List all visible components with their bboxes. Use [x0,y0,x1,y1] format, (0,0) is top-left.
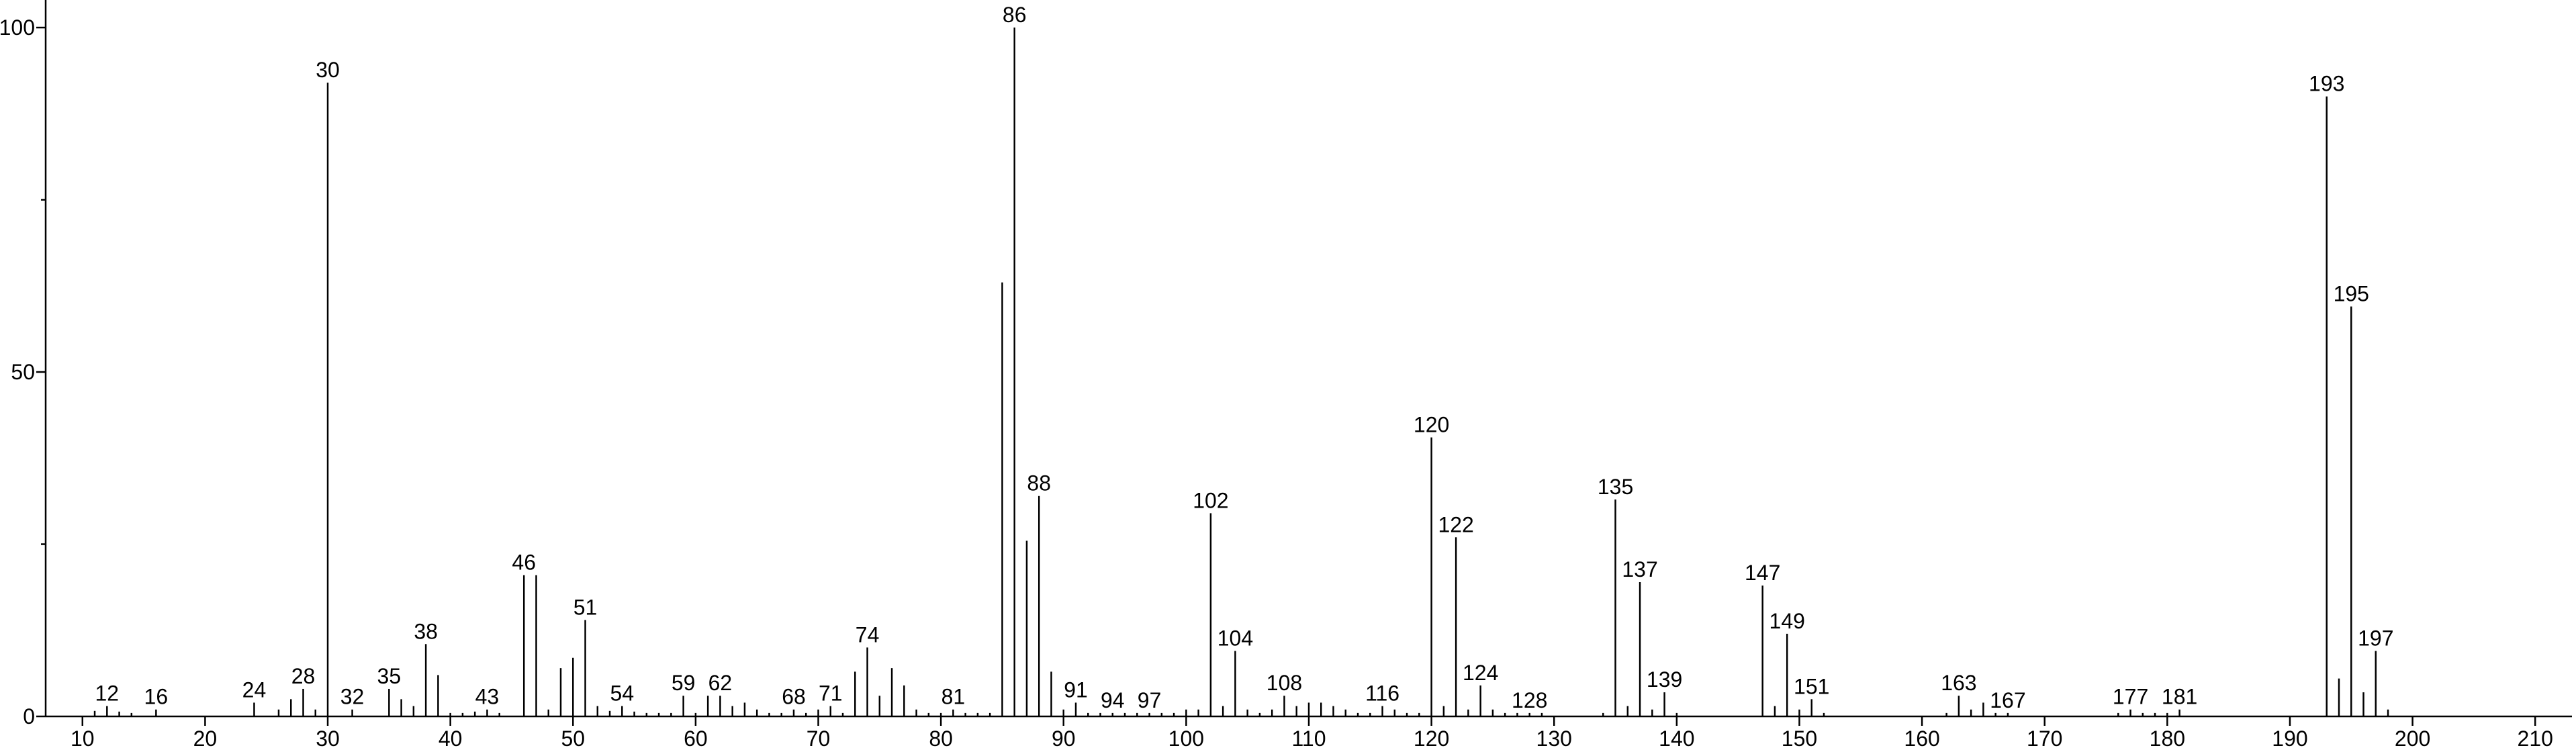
x-tick-label: 60 [684,726,708,751]
x-tick-label: 160 [1904,726,1939,751]
peak-label: 139 [1647,667,1682,692]
x-tick-label: 190 [2272,726,2307,751]
peak-label: 181 [2162,685,2197,709]
peak-label: 120 [1414,412,1449,436]
x-tick-label: 110 [1291,726,1326,751]
x-tick-label: 180 [2150,726,2185,751]
x-tick-label: 120 [1414,726,1449,751]
peak-label: 108 [1267,671,1302,695]
y-tick-label: 50 [11,360,35,384]
x-tick-label: 200 [2395,726,2430,751]
x-tick-label: 50 [561,726,585,751]
peak-label: 94 [1101,688,1125,712]
peak-label: 81 [941,685,966,709]
peak-label: 30 [316,58,340,82]
peak-label: 71 [819,682,843,706]
x-tick-label: 80 [929,726,953,751]
peak-label: 137 [1622,557,1657,581]
peak-label: 88 [1027,471,1051,496]
peak-label: 59 [672,671,696,695]
x-tick-label: 130 [1536,726,1572,751]
peak-label: 91 [1064,677,1088,702]
peak-label: 32 [340,685,365,709]
peak-label: 116 [1365,682,1399,706]
peak-label: 177 [2113,685,2148,709]
peak-label: 51 [573,595,598,619]
peak-label: 38 [414,619,438,643]
peak-label: 86 [1003,3,1027,27]
peak-label: 149 [1769,609,1805,633]
x-tick-label: 40 [439,726,463,751]
x-tick-label: 30 [316,726,340,751]
peak-label: 151 [1794,674,1829,698]
peak-label: 12 [95,682,120,706]
peak-label: 197 [2358,626,2393,651]
x-tick-label: 90 [1052,726,1076,751]
x-tick-label: 100 [1168,726,1204,751]
peak-label: 195 [2334,282,2369,306]
peak-label: 46 [512,551,536,575]
peak-label: 54 [610,682,635,706]
peak-label: 62 [708,671,733,695]
peak-label: 43 [475,685,500,709]
peak-label: 163 [1941,671,1976,695]
x-tick-label: 170 [2027,726,2062,751]
peak-label: 128 [1512,688,1547,712]
peak-label: 122 [1438,512,1473,536]
peak-label: 135 [1598,475,1633,499]
x-tick-label: 140 [1659,726,1694,751]
peak-label: 104 [1217,626,1253,651]
x-tick-label: 20 [193,726,218,751]
peak-label: 28 [291,664,316,688]
x-tick-label: 10 [71,726,95,751]
peak-label: 97 [1138,688,1162,712]
peak-label: 74 [856,622,880,647]
peak-label: 68 [782,685,806,709]
x-tick-label: 150 [1782,726,1817,751]
peak-label: 124 [1463,661,1498,685]
x-tick-label: 70 [807,726,831,751]
peak-label: 16 [144,685,169,709]
y-tick-label: 100 [0,15,35,40]
peak-label: 147 [1745,561,1780,585]
x-tick-label: 210 [2518,726,2553,751]
y-tick-label: 0 [23,704,35,728]
peak-label: 35 [377,664,402,688]
peak-label: 24 [242,677,267,702]
peak-label: 102 [1193,488,1228,512]
peak-label: 193 [2309,72,2344,96]
peak-label: 167 [1990,688,2025,712]
